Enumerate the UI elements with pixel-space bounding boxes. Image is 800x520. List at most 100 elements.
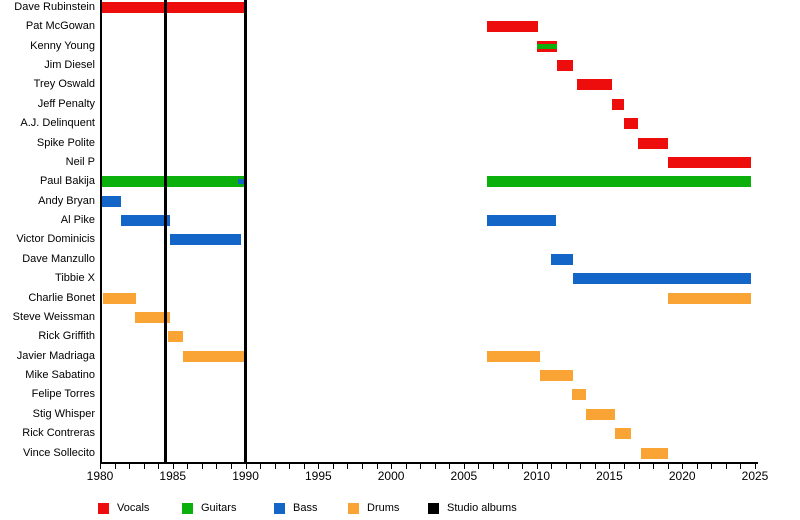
member-name-label: Tibbie X (55, 272, 95, 285)
axis-tick (638, 464, 640, 469)
axis-tick (565, 464, 567, 469)
timeline-bar-vocals (576, 79, 613, 91)
member-name-label: Vince Sollecito (23, 446, 95, 459)
member-name-label: Javier Madriaga (16, 349, 95, 362)
timeline-bar-drums (539, 370, 574, 382)
member-name-label: Pat McGowan (25, 20, 95, 33)
timeline-bar-bass (487, 215, 556, 227)
axis-tick-label: 1990 (232, 469, 259, 483)
legend-item-bass: Bass (274, 502, 394, 515)
axis-tick-label: 1995 (304, 469, 332, 483)
timeline-bar-bass (121, 215, 170, 227)
axis-tick (449, 464, 451, 469)
axis-tick (274, 464, 276, 469)
member-name-label: Stig Whisper (32, 407, 95, 420)
axis-tick (376, 464, 378, 469)
timeline-bar-drums (640, 447, 668, 459)
axis-tick (362, 464, 363, 469)
legend-swatch-guitars-icon (182, 503, 193, 514)
timeline-stripe-bass (238, 179, 246, 185)
x-axis-line (100, 462, 758, 464)
member-name-label: Kenny Young (30, 39, 95, 52)
axis-tick (711, 464, 713, 469)
timeline-bar-drums (487, 350, 540, 362)
axis-tick (318, 464, 320, 469)
timeline-bar-bass (169, 234, 242, 246)
axis-tick (245, 464, 247, 469)
axis-tick (332, 464, 334, 469)
timeline-bar-guitars (100, 176, 246, 188)
member-name-label: Victor Dominicis (16, 233, 95, 246)
member-name-label: Dave Manzullo (22, 252, 95, 265)
axis-tick (420, 464, 422, 469)
axis-tick (536, 464, 538, 469)
member-name-label: Jeff Penalty (37, 97, 95, 110)
axis-tick-label: 1980 (86, 469, 114, 483)
member-name-label: Felipe Torres (31, 388, 95, 401)
axis-tick-label: 2010 (523, 469, 550, 483)
studio-album-line (244, 0, 248, 463)
member-name-label: Jim Diesel (44, 59, 95, 72)
axis-tick (129, 464, 131, 469)
member-name-label: Trey Oswald (33, 78, 95, 91)
axis-tick (187, 464, 189, 469)
timeline-bar-guitars (487, 176, 751, 188)
member-name-label: Rick Griffith (38, 330, 95, 343)
studio-album-line (164, 0, 167, 463)
axis-tick (114, 464, 116, 469)
legend-swatch-drums-icon (348, 503, 359, 514)
timeline-bar-bass (573, 273, 751, 285)
axis-tick (303, 464, 305, 469)
member-name-label: Charlie Bonet (28, 291, 95, 304)
timeline-bar-vocals (624, 118, 638, 130)
axis-tick-label: 2005 (450, 469, 478, 483)
timeline-bar-bass (551, 253, 574, 265)
timeline-bar-vocals (637, 137, 668, 149)
legend-swatch-bass-icon (274, 503, 285, 514)
axis-tick (143, 464, 145, 469)
axis-tick (755, 464, 756, 469)
member-name-label: Rick Contreras (22, 427, 95, 440)
axis-tick-label: 2025 (741, 469, 769, 483)
timeline-bar-vocals (100, 2, 246, 13)
member-name-label: Al Pike (60, 214, 95, 227)
timeline-bar-drums (667, 292, 751, 304)
axis-tick (740, 464, 742, 469)
legend-label: Studio albums (447, 502, 517, 514)
member-name-label: Neil P (65, 155, 95, 168)
axis-tick (158, 464, 160, 469)
axis-tick (231, 464, 232, 469)
axis-tick (507, 464, 509, 469)
axis-tick-label: 2000 (377, 469, 405, 483)
axis-tick (609, 464, 611, 469)
axis-tick (289, 464, 291, 469)
legend-item-guitars: Guitars (182, 502, 302, 515)
member-name-label: Mike Sabatino (25, 369, 95, 382)
member-name-label: Paul Bakija (39, 175, 95, 188)
timeline-bar-drums (614, 428, 631, 440)
axis-tick (100, 464, 101, 469)
legend-item-albums: Studio albums (428, 502, 548, 515)
axis-tick (667, 464, 669, 469)
axis-tick (463, 464, 465, 469)
member-name-label: Andy Bryan (38, 194, 95, 207)
timeline-stripe-guitars (536, 43, 558, 49)
axis-tick (434, 464, 436, 469)
axis-tick (216, 464, 218, 469)
legend-item-drums: Drums (348, 502, 468, 515)
timeline-bar-drums (182, 350, 246, 362)
axis-tick (551, 464, 553, 469)
timeline-bar-drums (168, 331, 183, 343)
axis-tick (624, 464, 625, 469)
axis-tick (682, 464, 684, 469)
timeline-bar-vocals (557, 60, 574, 72)
axis-tick-label: 2020 (668, 469, 696, 483)
timeline-bar-vocals (667, 156, 751, 168)
axis-tick (493, 464, 494, 469)
timeline-bar-vocals (612, 98, 624, 110)
axis-tick-label: 1985 (159, 469, 187, 483)
timeline-bar-drums (102, 292, 136, 304)
member-name-label: Spike Polite (36, 136, 95, 149)
legend-label: Drums (367, 502, 400, 514)
